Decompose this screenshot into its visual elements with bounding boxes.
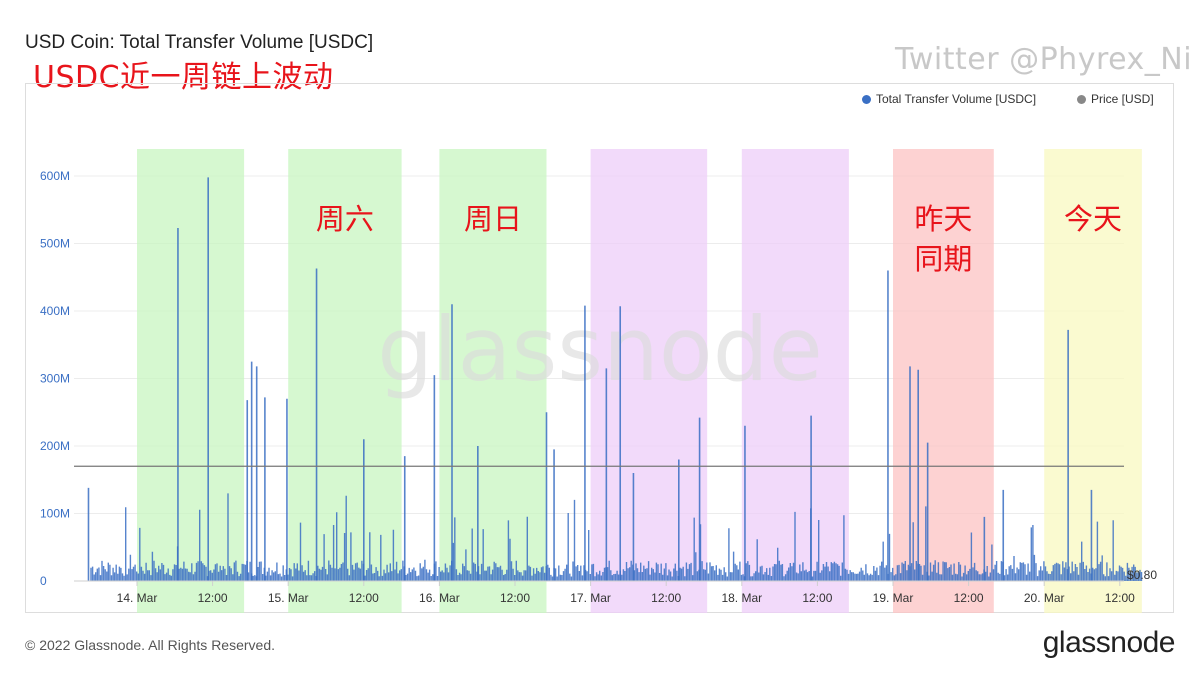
legend-price[interactable]: Price [USD]: [1077, 92, 1154, 106]
x-tick-label: 15. Mar: [268, 591, 309, 605]
x-tick-label: 12:00: [954, 591, 984, 605]
band-label: 昨天: [914, 202, 972, 236]
x-tick-label: 12:00: [500, 591, 530, 605]
y-tick-label: 500M: [40, 237, 70, 251]
legend-volume[interactable]: Total Transfer Volume [USDC]: [862, 92, 1036, 106]
y-tick-label: 400M: [40, 304, 70, 318]
band-label: 周六: [316, 202, 374, 236]
y-tick-label: 200M: [40, 439, 70, 453]
x-tick-label: 14. Mar: [117, 591, 158, 605]
x-tick-label: 16. Mar: [419, 591, 460, 605]
legend-volume-dot: [862, 94, 871, 104]
x-tick-label: 19. Mar: [873, 591, 914, 605]
price-axis-label: $0.80: [1127, 568, 1157, 582]
y-tick-label: 0: [40, 574, 47, 588]
x-tick-label: 12:00: [802, 591, 832, 605]
day-band: [1044, 149, 1142, 613]
day-band: [137, 149, 245, 613]
x-tick-label: 18. Mar: [721, 591, 762, 605]
legend-volume-label: Total Transfer Volume [USDC]: [876, 92, 1037, 106]
x-tick-label: 12:00: [198, 591, 228, 605]
band-label: 今天: [1064, 202, 1122, 236]
glassnode-logo: glassnode: [1042, 626, 1176, 659]
x-tick-label: 12:00: [1105, 591, 1135, 605]
twitter-handle: Twitter @Phyrex_Ni: [895, 42, 1193, 77]
band-label: 同期: [914, 242, 972, 276]
y-tick-label: 100M: [40, 507, 70, 521]
chart-title: USD Coin: Total Transfer Volume [USDC]: [25, 32, 374, 53]
day-band: [439, 149, 547, 613]
x-tick-label: 20. Mar: [1024, 591, 1065, 605]
y-tick-label: 600M: [40, 169, 70, 183]
x-tick-label: 12:00: [651, 591, 681, 605]
y-tick-label: 300M: [40, 372, 70, 386]
watermark-text: glassnode: [377, 298, 823, 401]
legend-price-dot: [1077, 94, 1086, 104]
chart-subtitle: USDC近一周链上波动: [33, 60, 334, 95]
x-tick-label: 12:00: [349, 591, 379, 605]
legend-price-label: Price [USD]: [1091, 92, 1154, 106]
band-label: 周日: [464, 202, 522, 236]
day-band: [590, 149, 708, 613]
x-tick-label: 17. Mar: [570, 591, 611, 605]
copyright-text: © 2022 Glassnode. All Rights Reserved.: [25, 637, 276, 653]
